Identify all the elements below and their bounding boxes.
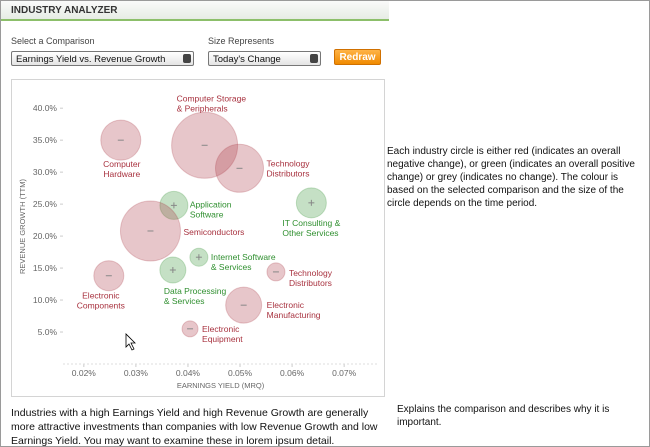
circle-note: Each industry circle is either red (indi… — [387, 146, 635, 209]
bubble-label: Internet Software & Services — [211, 252, 276, 272]
y-tick-label: 25.0% — [33, 199, 58, 209]
bubble-label: Technology Distributors — [289, 268, 333, 288]
mouse-cursor — [125, 333, 136, 351]
bubble-label-line: Distributors — [267, 168, 310, 178]
bubble-label: Electronic Equipment — [202, 324, 243, 344]
size-label: Size Represents — [208, 36, 275, 46]
x-tick-label: 0.02% — [72, 368, 97, 378]
bubble-label-line: Electronic — [82, 291, 120, 301]
bubble-label-line: Hardware — [103, 169, 140, 179]
bubble-label-line: Data Processing — [164, 286, 227, 296]
bubble-label-line: Manufacturing — [267, 310, 321, 320]
header-title: INDUSTRY ANALYZER — [1, 1, 389, 21]
bubble-label-line: Semiconductors — [183, 227, 244, 237]
bubble-label-line: Application — [190, 199, 232, 209]
bubble-label: IT Consulting & Other Services — [282, 218, 340, 238]
description: Industries with a high Earnings Yield an… — [11, 407, 378, 447]
y-tick-label: 5.0% — [38, 327, 58, 337]
bubble-label: Data Processing & Services — [164, 286, 227, 306]
x-tick-label: 0.04% — [176, 368, 201, 378]
bubble-label: Computer Hardware — [103, 159, 140, 179]
bubble-label: Electronic Manufacturing — [267, 300, 321, 320]
y-axis-label: REVENUE GROWTH (TTM) — [18, 179, 27, 274]
bubble-label-line: Equipment — [202, 334, 243, 344]
bubble-label-line: Software — [190, 209, 224, 219]
y-tick-label: 40.0% — [33, 103, 58, 113]
bubble-label-line: Technology — [267, 158, 311, 168]
comparison-note: Explains the comparison and describes wh… — [397, 404, 610, 428]
bubble-label-line: Computer Storage — [177, 93, 247, 103]
chart-panel — [11, 79, 385, 397]
bubble-label-line: Computer — [103, 159, 140, 169]
bubble-label: Computer Storage & Peripherals — [177, 93, 247, 113]
bubble-label: Semiconductors — [183, 227, 244, 237]
bubble-label-line: & Services — [211, 262, 252, 272]
bubble-label-line: & Services — [164, 296, 205, 306]
bubble-label: Electronic Components — [77, 291, 125, 311]
bubble-label: Technology Distributors — [267, 158, 311, 178]
y-tick-label: 10.0% — [33, 295, 58, 305]
y-tick-label: 20.0% — [33, 231, 58, 241]
bubble-label-line: Electronic — [202, 324, 240, 334]
x-tick-label: 0.05% — [228, 368, 253, 378]
bubble-label-line: Internet Software — [211, 252, 276, 262]
comparison-dropdown[interactable]: Earnings Yield vs. Revenue Growth — [11, 51, 194, 66]
bubble-label-line: Technology — [289, 268, 333, 278]
chart: 5.0% 10.0% 15.0% 20.0% 25.0% 30.0% 35.0% 40.0% 0… — [18, 93, 378, 390]
y-tick-label: 30.0% — [33, 167, 58, 177]
y-tick-label: 35.0% — [33, 135, 58, 145]
bubble-label-line: Distributors — [289, 278, 332, 288]
x-tick-label: 0.03% — [124, 368, 149, 378]
redraw-button[interactable]: Redraw — [334, 49, 381, 65]
comparison-label: Select a Comparison — [11, 36, 95, 46]
bubble-label-line: IT Consulting & — [282, 218, 340, 228]
bubble-label-line: Components — [77, 301, 125, 311]
bubble-label: Application Software — [190, 199, 232, 219]
bubble-label-line: & Peripherals — [177, 103, 228, 113]
x-tick-label: 0.06% — [280, 368, 305, 378]
x-axis-label: EARNINGS YIELD (MRQ) — [177, 381, 265, 390]
y-tick-label: 15.0% — [33, 263, 58, 273]
bubble-label-line: Electronic — [267, 300, 305, 310]
bubble-label-line: Other Services — [282, 228, 338, 238]
x-tick-label: 0.07% — [332, 368, 357, 378]
size-dropdown[interactable]: Today's Change — [208, 51, 321, 66]
